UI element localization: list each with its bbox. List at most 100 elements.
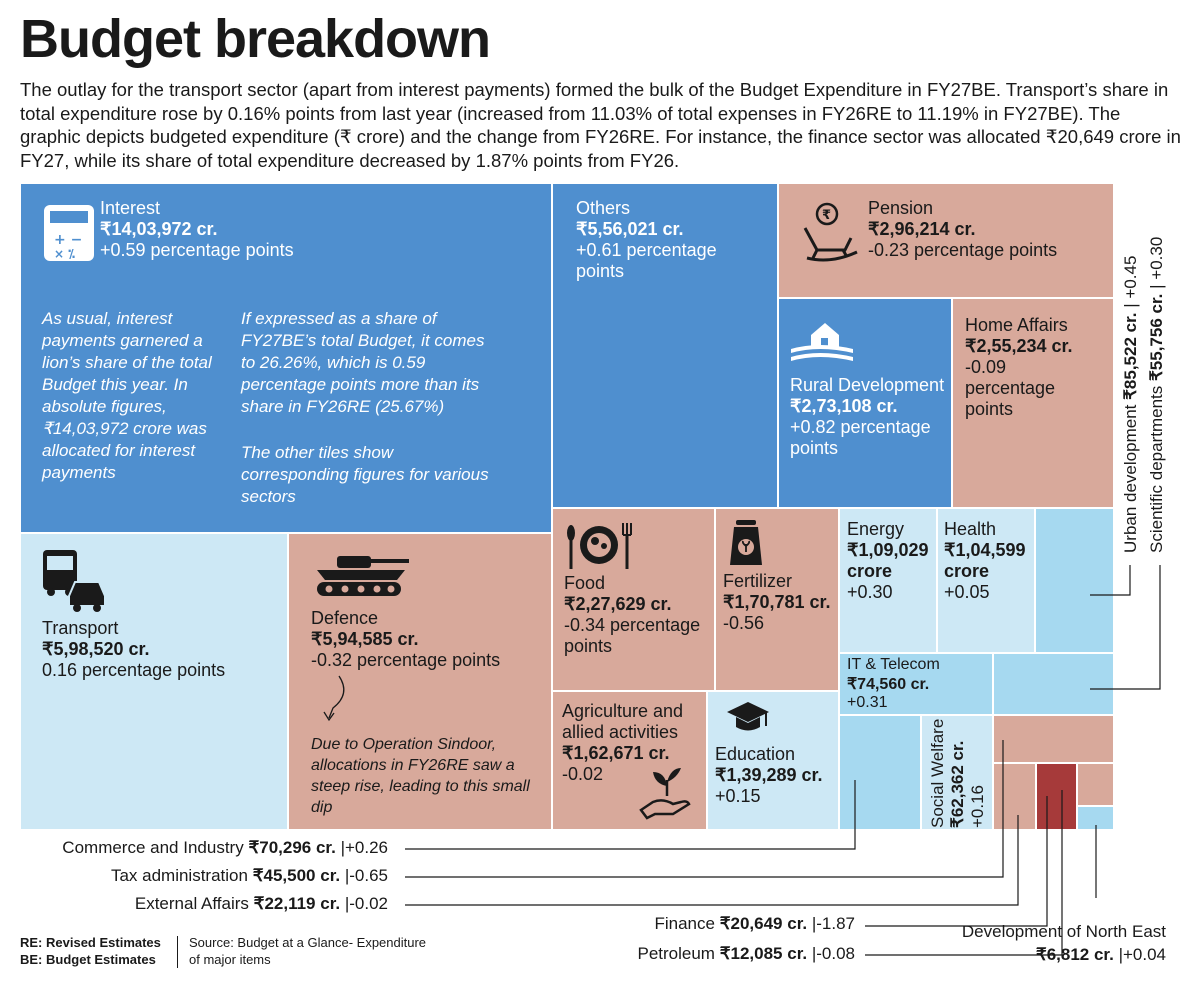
leader-finance [865,796,1048,927]
hand-plant-icon [639,766,695,827]
footnote-divider [177,936,178,968]
pension-change: -0.23 percentage points [868,240,1058,260]
source-note: Source: Budget at a Glance- Expenditure … [189,935,427,967]
commerce-industry-name: Commerce and Industry [62,838,244,857]
petroleum-label: Petroleum ₹12,085 cr. |-0.08 [637,944,855,964]
pension-value: ₹2,96,214 cr. [868,219,976,239]
tank-icon [311,548,411,603]
agriculture-name: Agriculture and allied activities [562,701,684,742]
curved-arrow [315,674,355,729]
food-name: Food [564,573,606,593]
leader-scientific-departments [1090,565,1161,690]
commerce-industry-label: Commerce and Industry ₹70,296 cr. |+0.26 [62,838,388,858]
page-title: Budget breakdown [20,9,491,69]
tile-education: Education ₹1,39,289 cr. +0.15 [707,691,839,830]
health-change: +0.05 [944,582,990,602]
fertilizer-name: Fertilizer [723,571,793,591]
farmhouse-icon [789,313,855,372]
leader-external-affairs [405,815,1019,906]
interest-note-right-2: The other tiles show corresponding figur… [241,443,489,506]
interest-note-left: As usual, interest payments garnered a l… [42,309,212,482]
tile-external-affairs [993,763,1036,830]
tile-petroleum [1077,763,1114,806]
intro-text: The outlay for the transport sector (apa… [20,79,1181,171]
defence-note: Due to Operation Sindoor, allocations in… [311,736,530,816]
education-change: +0.15 [715,786,761,806]
tile-finance [1036,763,1077,830]
tile-rural-development: Rural Development ₹2,73,108 cr. +0.82 pe… [778,298,952,508]
tile-it-telecom: IT & Telecom ₹74,560 cr. +0.31 [839,653,993,715]
abbreviations: RE: Revised Estimates BE: Budget Estimat… [20,934,161,968]
tile-interest: + − × ⁒ Interest ₹14,03,972 cr. +0.59 pe… [20,183,552,533]
fertilizer-value: ₹1,70,781 cr. [723,592,831,612]
food-change: -0.34 percentage points [564,615,701,656]
home-affairs-name: Home Affairs [965,315,1068,335]
defence-value: ₹5,94,585 cr. [311,629,419,649]
separator: | [811,914,817,933]
leader-urban-development [1090,565,1131,596]
tile-food: Food ₹2,27,629 cr. -0.34 percentage poin… [552,508,715,691]
separator: | [1118,945,1123,964]
tile-urban-development [1035,508,1114,653]
rural-development-change: +0.82 percentage points [790,417,931,458]
transport-name: Transport [42,618,119,638]
finance-name: Finance [654,914,715,933]
others-value: ₹5,56,021 cr. [576,219,684,239]
finance-label: Finance ₹20,649 cr. |-1.87 [654,914,855,934]
finance-value: ₹20,649 cr. [719,914,808,933]
home-affairs-value: ₹2,55,234 cr. [965,336,1073,356]
transport-value: ₹5,98,520 cr. [42,639,150,659]
leader-commerce-industry [405,780,856,850]
external-affairs-name: External Affairs [134,894,249,913]
defence-name: Defence [311,608,379,628]
tile-health: Health ₹1,04,599 crore +0.05 [937,508,1035,653]
fertilizer-change: -0.56 [723,613,765,633]
it-telecom-name: IT & Telecom [847,656,940,673]
interest-name: Interest [100,198,161,218]
petroleum-name: Petroleum [637,944,715,963]
tile-pension: ₹ Pension ₹2,96,214 cr. -0.23 percentage… [778,183,1114,298]
health-value: ₹1,04,599 crore [944,540,1026,581]
external-affairs-value: ₹22,119 cr. [253,894,341,913]
separator: | [344,894,350,913]
pension-name: Pension [868,198,934,218]
tile-others: Others ₹5,56,021 cr. +0.61 percentage po… [552,183,778,508]
tile-commerce-industry [839,715,921,830]
svg-text:× ⁒: × ⁒ [54,247,75,261]
separator: | [340,838,345,857]
tax-administration-change: -0.65 [349,866,388,885]
tile-social-welfare: Social Welfare ₹62,362 cr. +0.16 [921,715,993,830]
food-value: ₹2,27,629 cr. [564,594,672,614]
fertilizer-sack-icon [726,519,766,574]
leader-petroleum [865,790,1063,956]
commerce-industry-value: ₹70,296 cr. [248,838,336,857]
separator: | [811,944,817,963]
interest-change: +0.59 percentage points [100,240,294,260]
it-telecom-value: ₹74,560 cr. [847,676,930,693]
be-definition: BE: Budget Estimates [20,952,156,967]
petroleum-change: -0.08 [816,944,855,963]
rural-development-name: Rural Development [790,375,945,395]
tile-transport: Transport ₹5,98,520 cr. 0.16 percentage … [20,533,288,830]
education-name: Education [715,744,796,764]
development-north-east-label: Development of North East ₹6,812 cr. |+0… [962,922,1166,965]
tax-administration-name: Tax administration [110,866,248,885]
tile-defence: Defence ₹5,94,585 cr. -0.32 percentage p… [288,533,552,830]
tile-agriculture: Agriculture and allied activities ₹1,62,… [552,691,707,830]
energy-name: Energy [847,519,905,539]
development-north-east-value: ₹6,812 cr. [1035,945,1114,964]
plate-cutlery-icon [565,519,635,576]
development-north-east-name: Development of North East [961,922,1166,941]
energy-value: ₹1,09,029 crore [847,540,929,581]
agriculture-change: -0.02 [562,764,604,784]
svg-text:₹: ₹ [822,208,831,223]
education-value: ₹1,39,289 cr. [715,765,823,785]
graduation-cap-icon [726,700,770,739]
interest-value: ₹14,03,972 cr. [100,219,218,239]
external-affairs-label: External Affairs ₹22,119 cr. |-0.02 [135,894,388,914]
bus-car-icon [41,548,109,619]
external-affairs-change: -0.02 [349,894,388,913]
defence-change: -0.32 percentage points [311,650,501,670]
tile-fertilizer: Fertilizer ₹1,70,781 cr. -0.56 [715,508,839,691]
